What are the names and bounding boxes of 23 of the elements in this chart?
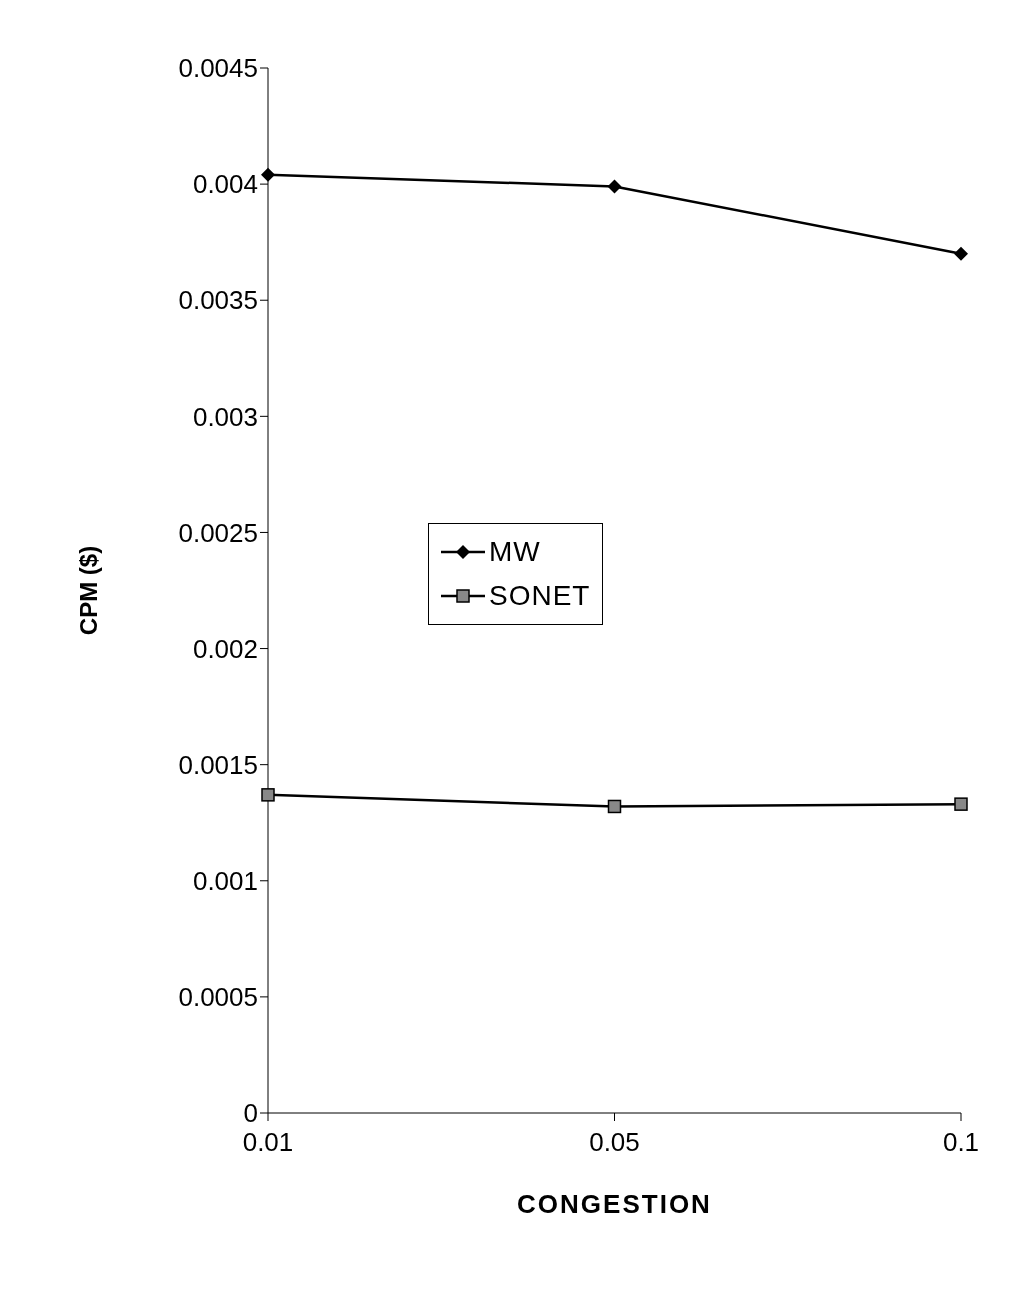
y-axis-title: CPM ($): [74, 545, 102, 636]
y-tick-label: 0: [243, 1098, 258, 1129]
y-tick-label: 0.0025: [178, 517, 258, 548]
point: [261, 788, 275, 802]
x-tick-label: 0.05: [589, 1127, 640, 1158]
point: [607, 179, 622, 194]
x-axis-title: CONGESTION: [517, 1189, 712, 1219]
x-tick-label: 0.1: [942, 1127, 980, 1158]
y-tick-label: 0.0045: [178, 53, 258, 84]
y-tick-label: 0.003: [192, 401, 258, 432]
legend-label: SONET: [489, 579, 591, 613]
point: [261, 167, 275, 182]
y-tick-label: 0.001: [192, 866, 258, 897]
y-tick-label: 0.004: [192, 169, 258, 200]
y-tick-label: 0.0035: [178, 285, 258, 316]
point: [607, 799, 622, 814]
point: [954, 797, 968, 811]
x-tick-label: 0.01: [242, 1127, 294, 1158]
point: [954, 246, 968, 261]
y-tick-label: 0.002: [192, 633, 258, 664]
y-tick-label: 0.0015: [178, 749, 258, 780]
y-tick-label: 0.0005: [178, 982, 258, 1013]
legend-label: MW: [489, 535, 541, 569]
